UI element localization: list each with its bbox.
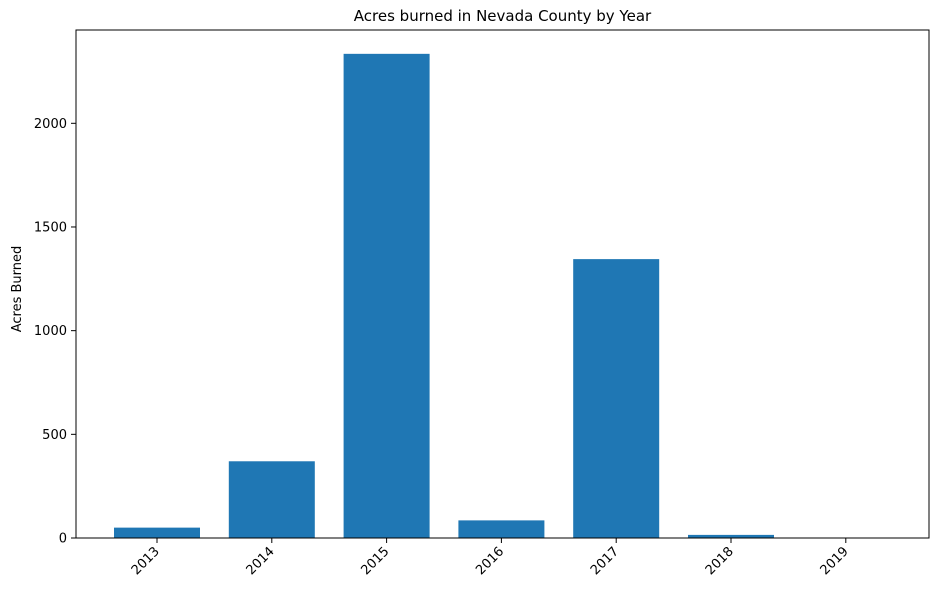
y-tick-label: 500 bbox=[42, 428, 67, 443]
x-tick-label-2019: 2019 bbox=[818, 544, 852, 578]
x-tick-label-2017: 2017 bbox=[588, 544, 622, 578]
y-axis: 0 500 1000 1500 2000 bbox=[34, 117, 76, 547]
x-tick-label-2014: 2014 bbox=[244, 544, 278, 578]
y-axis-label: Acres Burned bbox=[10, 246, 25, 333]
bars-group bbox=[114, 53, 889, 539]
y-tick-label: 0 bbox=[59, 532, 67, 547]
plot-frame bbox=[75, 29, 930, 539]
bar-2018 bbox=[688, 534, 774, 538]
x-tick-label-2015: 2015 bbox=[358, 544, 392, 578]
x-tick-label-2016: 2016 bbox=[473, 544, 507, 578]
bar-2016 bbox=[458, 520, 545, 538]
y-tick-label: 1000 bbox=[34, 324, 67, 339]
y-tick-label: 2000 bbox=[34, 117, 67, 132]
x-axis: 2013 2014 2015 2016 2017 2018 2019 bbox=[129, 538, 852, 578]
bar-2015 bbox=[343, 53, 430, 539]
y-tick-label: 1500 bbox=[34, 220, 67, 235]
bar-2013 bbox=[114, 527, 200, 538]
bar-2017 bbox=[573, 259, 660, 538]
bar-2014 bbox=[228, 461, 315, 538]
chart-title: Acres burned in Nevada County by Year bbox=[354, 7, 652, 25]
x-tick-label-2018: 2018 bbox=[703, 544, 737, 578]
x-tick-label-2013: 2013 bbox=[129, 544, 163, 578]
